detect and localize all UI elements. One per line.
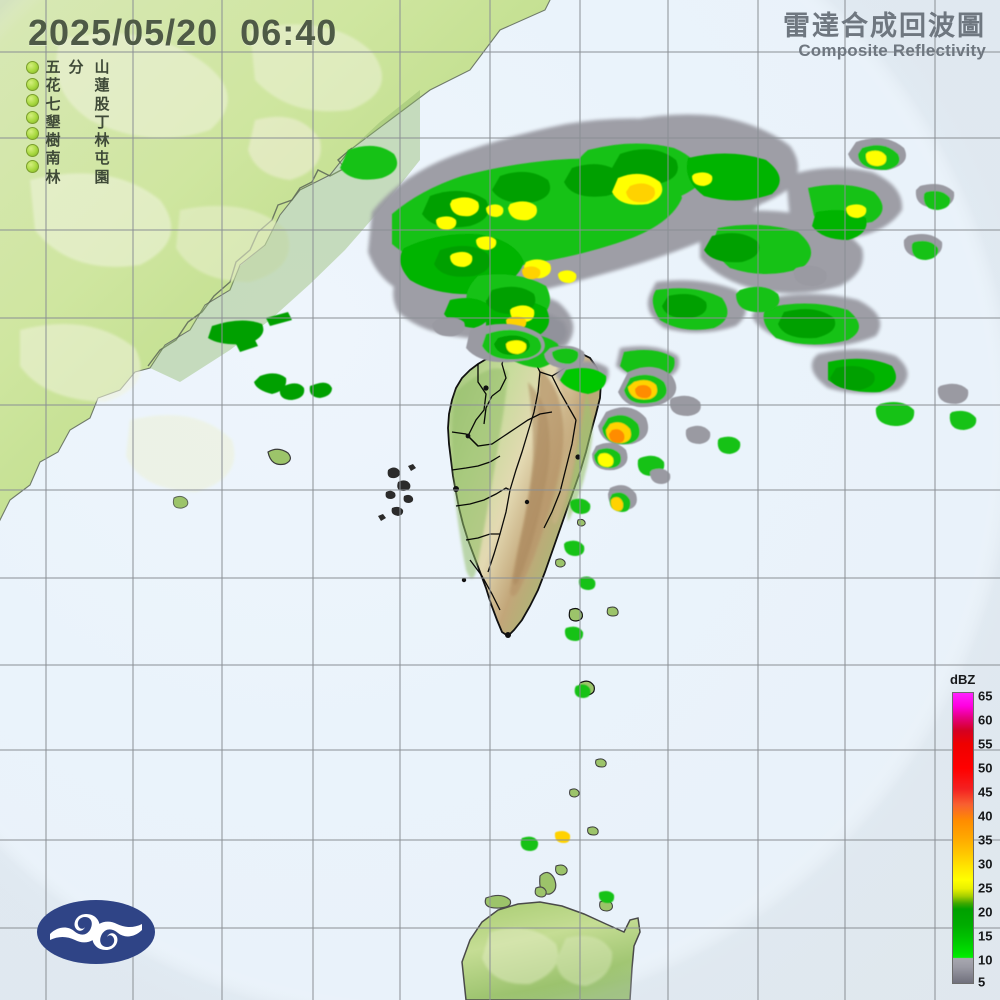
station-dot[interactable] (26, 77, 39, 91)
station-char: 林 (94, 131, 110, 150)
station-name-column-a: 五 花 七 墾 樹 南 林 (44, 58, 62, 186)
station-char: 七 (45, 94, 61, 113)
radar-station-list: 五 花 七 墾 樹 南 林 分 山 蓮 股 丁 林 屯 園 (26, 58, 112, 186)
station-char (66, 131, 86, 149)
station-dot[interactable] (26, 110, 39, 124)
station-char: 園 (94, 167, 110, 186)
dbz-tick: 30 (978, 856, 993, 872)
title-chinese: 雷達合成回波圖 (783, 11, 986, 41)
dbz-tick: 20 (978, 904, 993, 920)
dbz-tick: 25 (978, 880, 993, 896)
dbz-tick: 35 (978, 832, 993, 848)
station-dot[interactable] (26, 127, 39, 140)
dbz-tick: 5 (978, 974, 986, 990)
station-char: 股 (94, 94, 110, 113)
dbz-tick: 40 (978, 808, 993, 824)
dbz-tick: 45 (978, 784, 993, 800)
echo-northeast-patches (736, 138, 977, 430)
station-char: 蓮 (94, 76, 110, 95)
dbz-tick-labels: 65 60 55 50 45 40 35 30 25 20 15 10 5 (978, 688, 1000, 990)
station-char: 分 (68, 58, 84, 76)
station-dot[interactable] (26, 160, 39, 173)
station-char (66, 149, 86, 167)
title-english: Composite Reflectivity (798, 41, 986, 61)
echo-taiwan-north (432, 317, 585, 369)
echo-east-coast-cells (520, 366, 741, 903)
dbz-tick: 10 (978, 952, 993, 968)
station-char: 林 (45, 167, 61, 186)
dbz-scale-title: dBZ (950, 672, 976, 687)
dbz-color-bar (952, 692, 974, 984)
station-char: 五 (45, 58, 61, 76)
station-char: 墾 (45, 112, 61, 131)
station-char: 花 (45, 76, 61, 95)
dbz-color-scale: dBZ (944, 672, 1000, 1000)
timestamp-label: 2025/05/20 06:40 (28, 12, 338, 53)
station-dot-column (26, 61, 39, 173)
station-char (66, 95, 86, 113)
station-name-column-b: 分 (66, 58, 86, 186)
station-char: 樹 (45, 131, 61, 150)
station-dot[interactable] (26, 143, 39, 157)
station-char: 山 (94, 58, 110, 76)
cwa-logo[interactable] (36, 896, 156, 968)
dbz-tick: 60 (978, 712, 993, 728)
dbz-tick: 50 (978, 760, 993, 776)
station-dot[interactable] (26, 61, 39, 74)
dbz-tick: 65 (978, 688, 993, 704)
dbz-tick: 55 (978, 736, 993, 752)
station-char (66, 168, 86, 186)
station-char: 丁 (94, 112, 110, 131)
title-block: 雷達合成回波圖 Composite Reflectivity (783, 12, 986, 61)
station-dot[interactable] (26, 94, 39, 107)
echo-yellow (436, 172, 867, 330)
station-char (66, 113, 86, 131)
dbz-tick: 15 (978, 928, 993, 944)
station-char: 南 (45, 149, 61, 168)
station-char: 屯 (94, 149, 110, 168)
station-name-column-c: 山 蓮 股 丁 林 屯 園 (92, 58, 112, 186)
station-char (66, 76, 86, 94)
